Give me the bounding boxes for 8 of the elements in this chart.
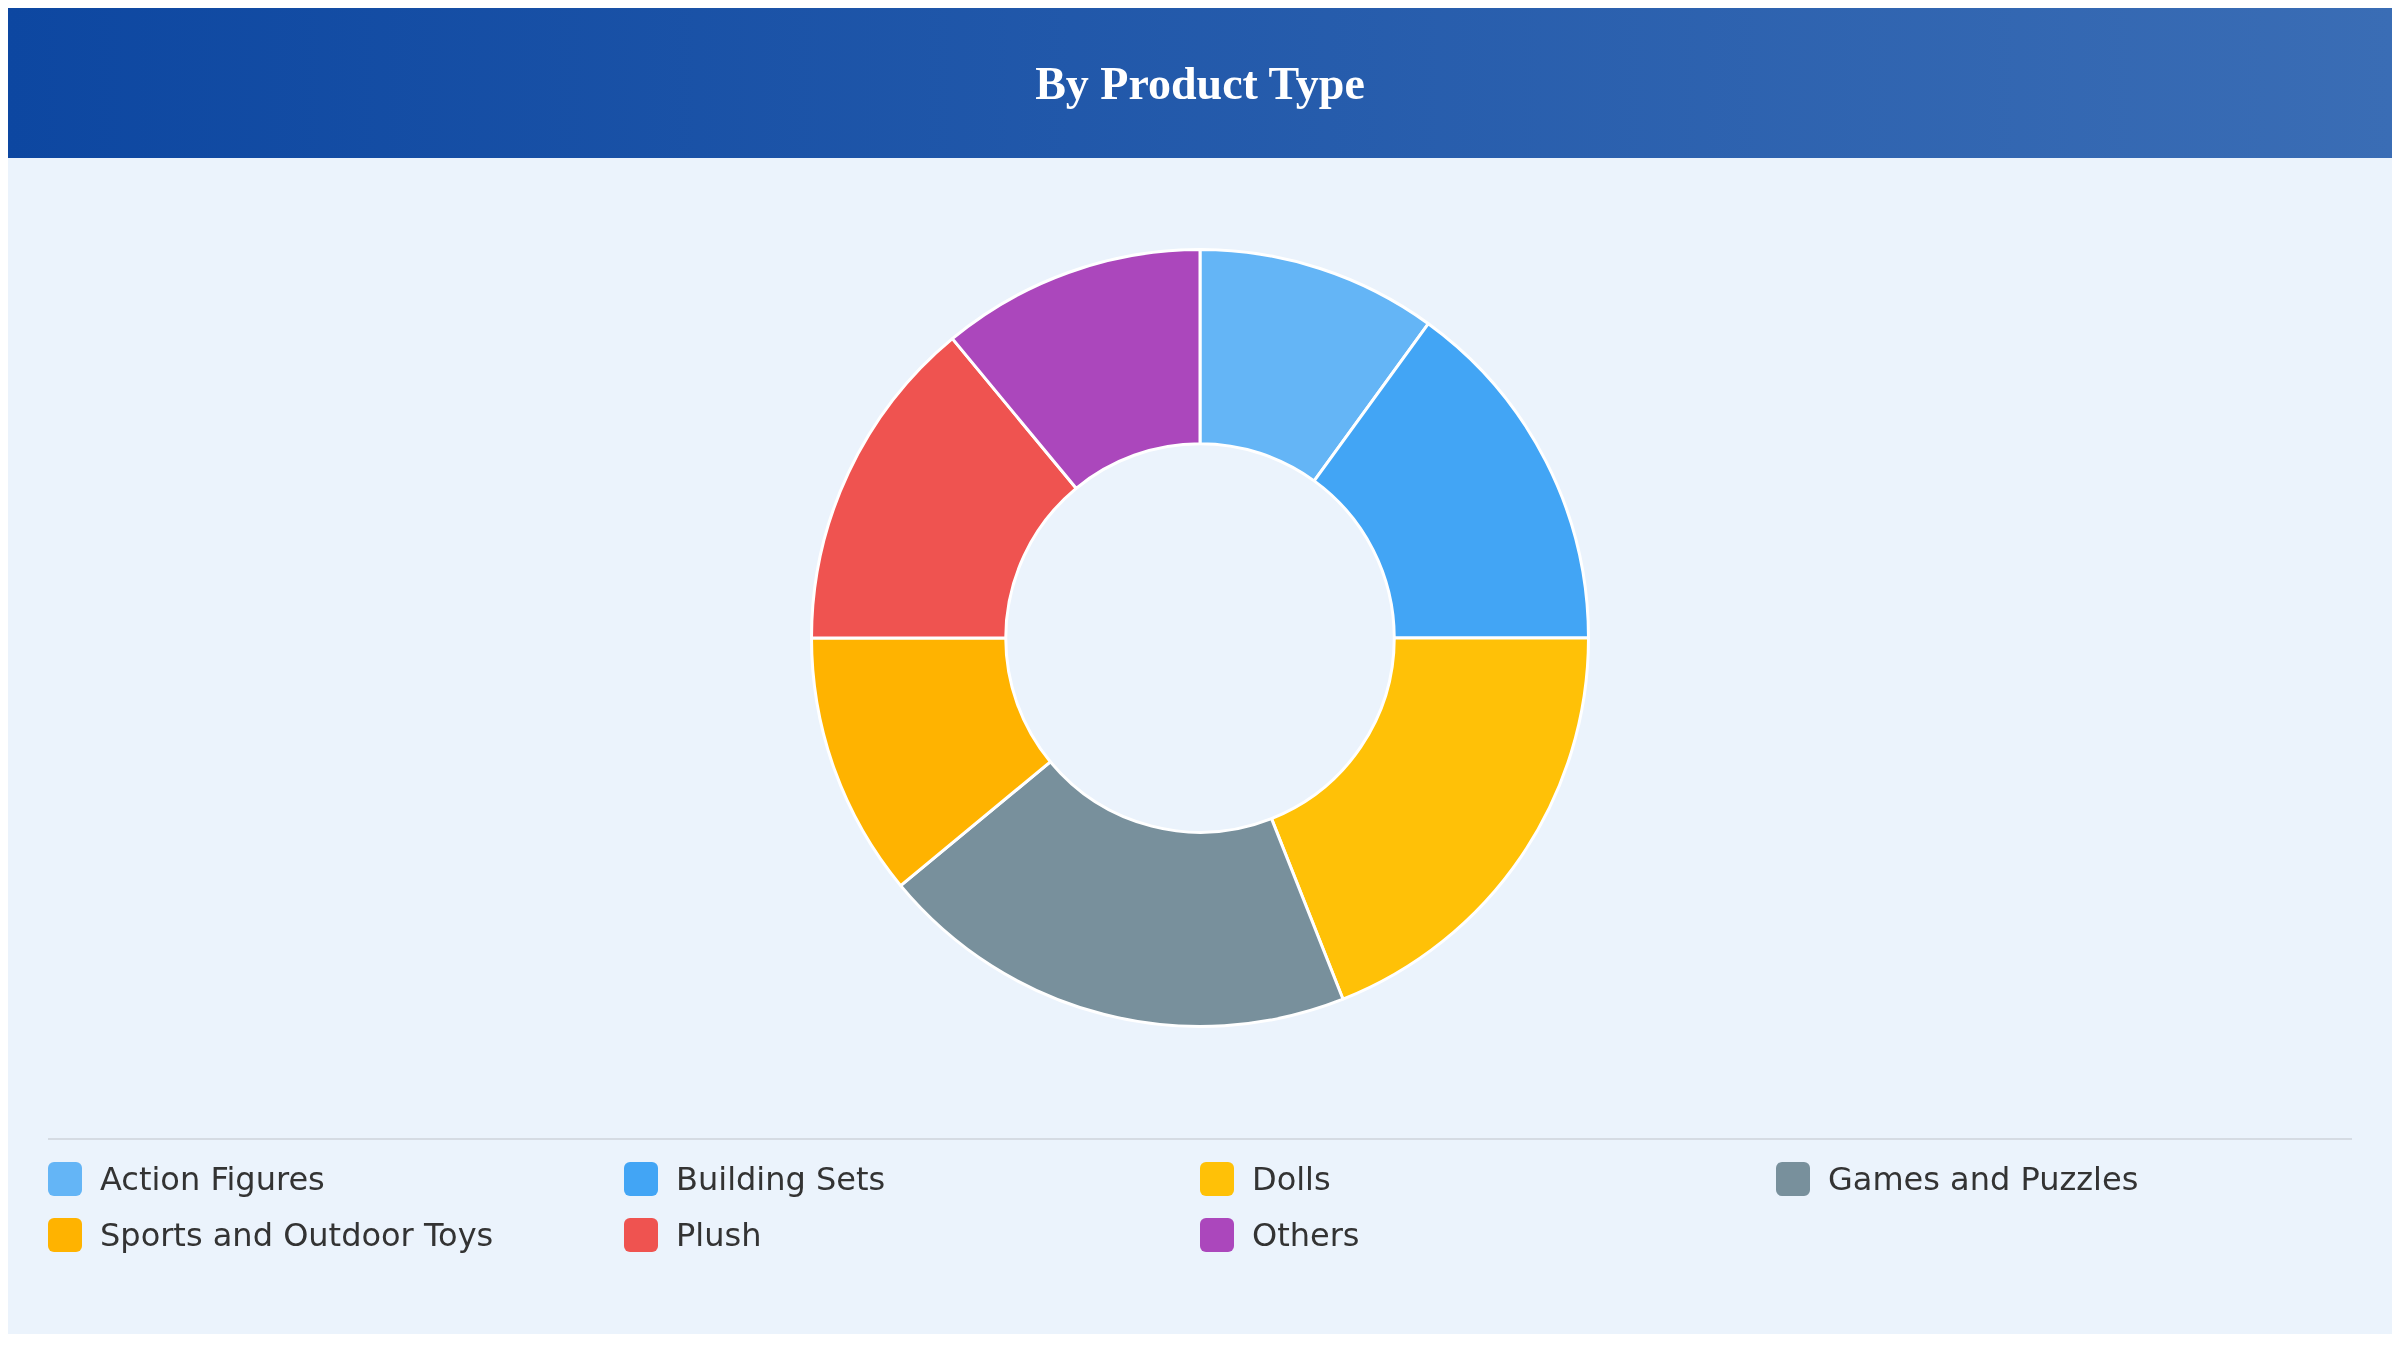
legend-label: Sports and Outdoor Toys bbox=[100, 1216, 494, 1254]
legend-label: Others bbox=[1252, 1216, 1360, 1254]
legend-label: Games and Puzzles bbox=[1828, 1160, 2139, 1198]
legend-label: Action Figures bbox=[100, 1160, 325, 1198]
legend-label: Dolls bbox=[1252, 1160, 1331, 1198]
legend-label: Plush bbox=[676, 1216, 762, 1254]
legend-label: Building Sets bbox=[676, 1160, 886, 1198]
chart-title: By Product Type bbox=[1035, 56, 1365, 110]
